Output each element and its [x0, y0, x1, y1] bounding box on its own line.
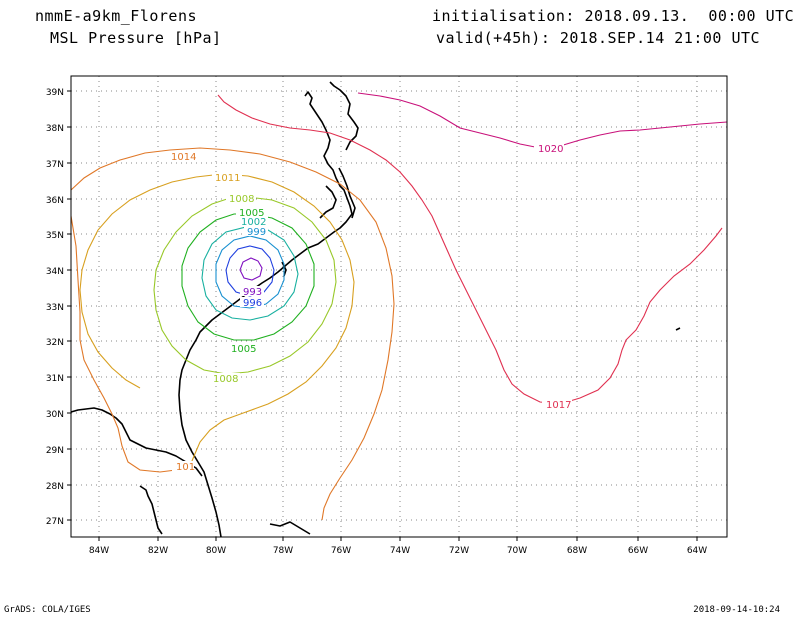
- footer-timestamp: 2018-09-14-10:24: [693, 605, 780, 615]
- isobar-label-1020: 1020: [538, 144, 563, 155]
- isobar-label-1011: 1011: [215, 173, 240, 184]
- lat-label: 39N: [46, 88, 64, 98]
- isobar-1014: [70, 147, 395, 521]
- isobar-label-999: 999: [247, 227, 266, 238]
- isobar-1020: [357, 92, 728, 149]
- lat-label: 38N: [46, 124, 64, 134]
- model-title: nmmE-a9km_Florens: [35, 7, 198, 25]
- lon-label: 66W: [628, 546, 648, 556]
- lon-label: 84W: [89, 546, 109, 556]
- initialisation-time: initialisation: 2018.09.13. 00:00 UTC: [432, 7, 795, 25]
- isobar-label-1008-south: 1008: [213, 374, 238, 385]
- lon-label: 80W: [206, 546, 226, 556]
- lat-labels: 39N 38N 37N 36N 35N 34N 33N 32N 31N 30N …: [46, 88, 64, 527]
- lat-label: 31N: [46, 374, 64, 384]
- isobar-993: [239, 257, 263, 281]
- lon-label: 76W: [331, 546, 351, 556]
- footer-credit: GrADS: COLA/IGES: [4, 605, 91, 615]
- lon-label: 82W: [148, 546, 168, 556]
- lon-label: 70W: [507, 546, 527, 556]
- lat-label: 32N: [46, 338, 64, 348]
- tick-marks: [67, 90, 698, 541]
- lat-label: 28N: [46, 482, 64, 492]
- lat-label: 37N: [46, 160, 64, 170]
- isobar-label-1002: 1002: [241, 217, 266, 228]
- isobar-1005: [181, 213, 315, 341]
- lon-label: 78W: [273, 546, 293, 556]
- isobar-label-1008-north: 1008: [229, 194, 254, 205]
- isobar-1002: [201, 225, 299, 321]
- lat-label: 34N: [46, 267, 64, 277]
- lat-label: 27N: [46, 517, 64, 527]
- isobar-999: [215, 235, 285, 309]
- isobar-label-1005-north: 1005: [239, 208, 264, 219]
- lat-label: 35N: [46, 231, 64, 241]
- coastline: [70, 81, 681, 538]
- map-frame: [70, 75, 728, 538]
- isobar-label-993: 993: [243, 287, 262, 298]
- isobar-label-996: 996: [243, 298, 262, 309]
- lon-label: 64W: [687, 546, 707, 556]
- lat-label: 33N: [46, 303, 64, 313]
- isobar-label-1014-south: 101: [176, 462, 195, 473]
- contour-labels: 1020 1017 1014 101 1011 1008 1008 1005 1…: [168, 143, 572, 473]
- lat-label: 29N: [46, 446, 64, 456]
- isobar-label-1017: 1017: [546, 400, 571, 411]
- lat-label: 30N: [46, 410, 64, 420]
- isobar-label-1005-south: 1005: [231, 344, 256, 355]
- lat-label: 36N: [46, 196, 64, 206]
- lon-label: 74W: [390, 546, 410, 556]
- lon-labels: 84W 82W 80W 78W 76W 74W 72W 70W 68W 66W …: [89, 546, 707, 556]
- lon-label: 68W: [567, 546, 587, 556]
- isobar-label-1014: 1014: [171, 152, 196, 163]
- grid: [71, 76, 727, 537]
- lon-label: 72W: [449, 546, 469, 556]
- variable-title: MSL Pressure [hPa]: [50, 29, 222, 47]
- isobar-1011: [79, 173, 355, 467]
- isobar-1017: [217, 94, 723, 405]
- valid-time: valid(+45h): 2018.SEP.14 21:00 UTC: [436, 29, 761, 47]
